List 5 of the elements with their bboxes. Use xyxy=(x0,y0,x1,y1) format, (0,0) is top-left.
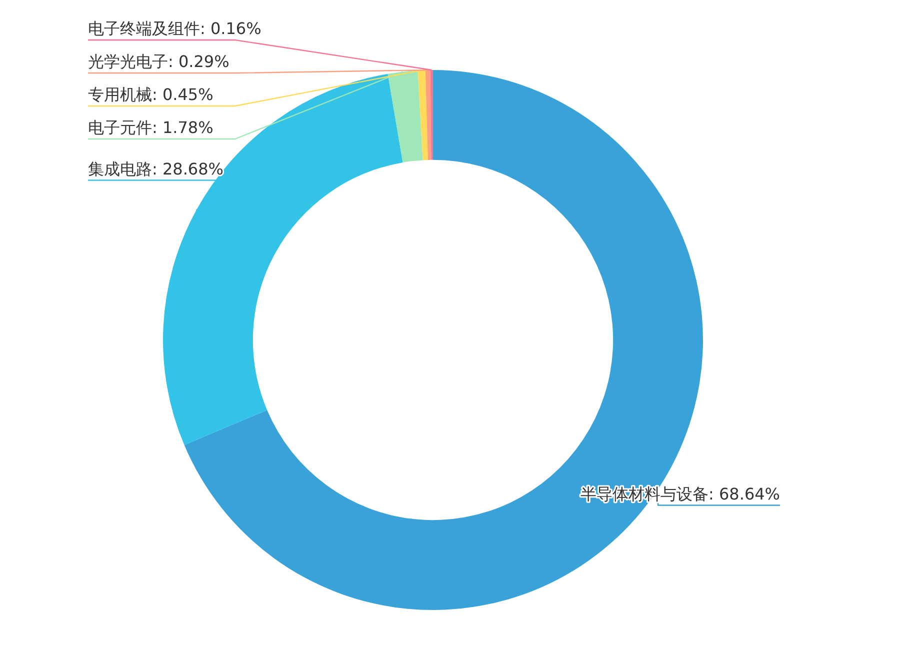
slice-label: 电子元件: 1.78% xyxy=(88,118,214,138)
slice-label: 光学光电子: 0.29% xyxy=(88,52,230,72)
slice-label: 电子终端及组件: 0.16% xyxy=(88,19,262,38)
slice-label: 集成电路: 28.68% xyxy=(88,159,224,178)
slice-label: 专用机械: 0.45% xyxy=(88,85,214,104)
